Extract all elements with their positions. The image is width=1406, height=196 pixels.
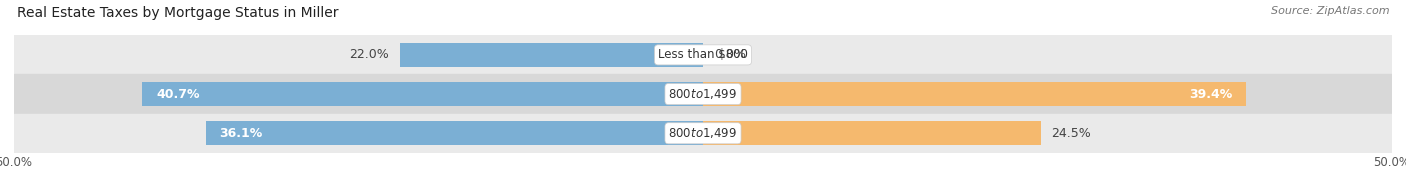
Text: Source: ZipAtlas.com: Source: ZipAtlas.com: [1271, 6, 1389, 16]
Text: Less than $800: Less than $800: [658, 48, 748, 61]
Text: Real Estate Taxes by Mortgage Status in Miller: Real Estate Taxes by Mortgage Status in …: [17, 6, 339, 20]
Text: 22.0%: 22.0%: [349, 48, 389, 61]
Text: 36.1%: 36.1%: [219, 127, 263, 140]
Bar: [14, 35, 1392, 74]
Bar: [399, 43, 703, 67]
Text: 40.7%: 40.7%: [156, 88, 200, 101]
Bar: [703, 82, 1246, 106]
Text: 39.4%: 39.4%: [1189, 88, 1232, 101]
Bar: [14, 114, 1392, 153]
Text: $800 to $1,499: $800 to $1,499: [668, 126, 738, 140]
Bar: [205, 121, 703, 145]
Bar: [142, 82, 703, 106]
Bar: [14, 74, 1392, 114]
Bar: [703, 121, 1040, 145]
Text: 0.0%: 0.0%: [714, 48, 747, 61]
Text: 24.5%: 24.5%: [1052, 127, 1091, 140]
Text: $800 to $1,499: $800 to $1,499: [668, 87, 738, 101]
